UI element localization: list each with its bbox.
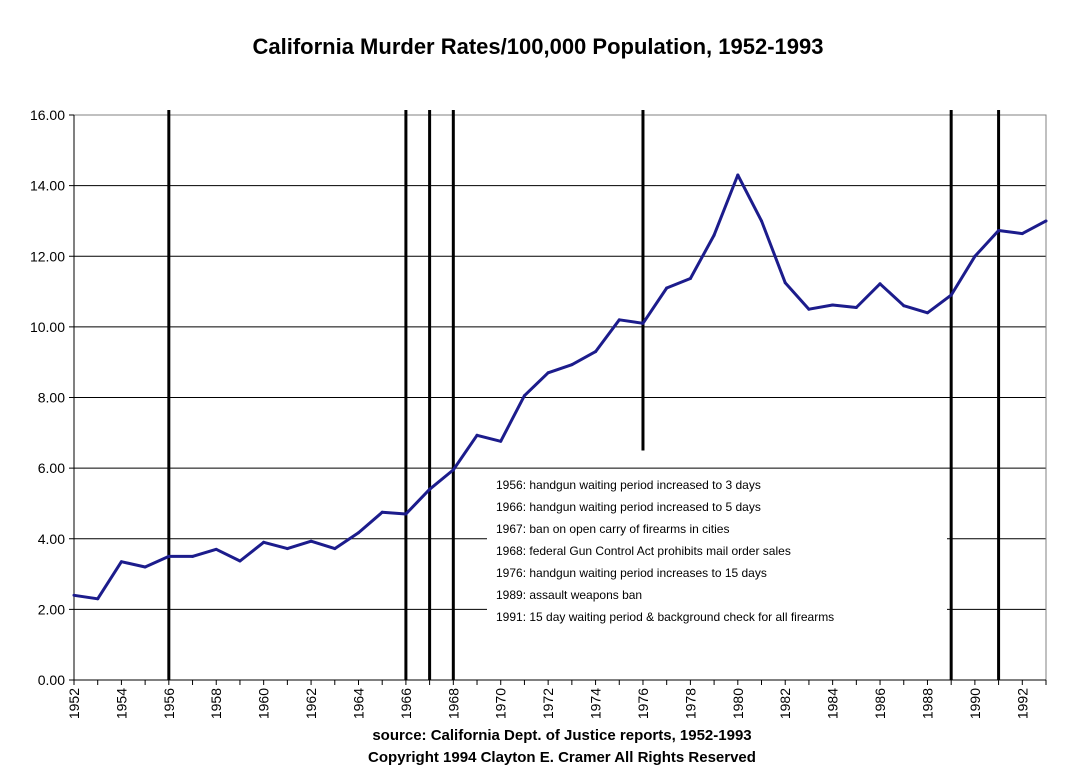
series-line bbox=[73, 173, 1047, 601]
x-tick-label: 1952 bbox=[66, 688, 82, 719]
x-tick-label: 1964 bbox=[350, 688, 366, 719]
x-tick-label: 1968 bbox=[445, 688, 461, 719]
data-point bbox=[428, 487, 432, 491]
x-tick-label: 1962 bbox=[303, 688, 319, 719]
data-point bbox=[546, 371, 550, 375]
data-point bbox=[949, 293, 953, 297]
y-tick-label: 0.00 bbox=[38, 672, 65, 688]
y-tick-label: 4.00 bbox=[38, 531, 65, 547]
y-tick-label: 8.00 bbox=[38, 390, 65, 406]
data-point bbox=[96, 597, 100, 601]
x-tick-label: 1978 bbox=[682, 688, 698, 719]
data-point bbox=[925, 311, 929, 315]
data-point bbox=[143, 565, 147, 569]
data-point bbox=[119, 560, 123, 564]
data-point bbox=[783, 281, 787, 285]
data-point bbox=[404, 512, 408, 516]
legend-entry: 1968: federal Gun Control Act prohibits … bbox=[496, 544, 791, 558]
x-tick-label: 1986 bbox=[872, 688, 888, 719]
series-layer bbox=[72, 173, 1048, 601]
legend-entry: 1967: ban on open carry of firearms in c… bbox=[496, 522, 729, 536]
legend-entry: 1966: handgun waiting period increased t… bbox=[496, 500, 761, 514]
data-point bbox=[570, 363, 574, 367]
x-tick-label: 1980 bbox=[730, 688, 746, 719]
legend-entry: 1989: assault weapons ban bbox=[496, 588, 642, 602]
data-point bbox=[285, 547, 289, 551]
x-tick-label: 1992 bbox=[1014, 688, 1030, 719]
x-tick-label: 1960 bbox=[256, 688, 272, 719]
y-axis: 0.00 2.00 4.00 6.00 8.00 10.00 12.00 14.00 16.00 bbox=[30, 107, 75, 688]
data-point bbox=[973, 254, 977, 258]
data-point bbox=[72, 593, 76, 597]
data-point bbox=[594, 350, 598, 354]
x-tick-label: 1988 bbox=[919, 688, 935, 719]
x-tick-label: 1976 bbox=[635, 688, 651, 719]
y-tick-label: 2.00 bbox=[38, 601, 65, 617]
x-tick-label: 1972 bbox=[540, 688, 556, 719]
data-point bbox=[380, 510, 384, 514]
data-point bbox=[167, 554, 171, 558]
data-point bbox=[262, 540, 266, 544]
data-point bbox=[854, 305, 858, 309]
event-lines bbox=[167, 110, 1001, 680]
data-point bbox=[1020, 232, 1024, 236]
data-point bbox=[475, 433, 479, 437]
legend-entry: 1991: 15 day waiting period & background… bbox=[496, 610, 834, 624]
legend: 1956: handgun waiting period increased t… bbox=[487, 470, 947, 632]
data-point bbox=[191, 554, 195, 558]
data-point bbox=[214, 547, 218, 551]
data-point bbox=[617, 318, 621, 322]
data-point bbox=[238, 559, 242, 563]
x-tick-label: 1966 bbox=[398, 688, 414, 719]
data-point bbox=[878, 282, 882, 286]
legend-entry: 1976: handgun waiting period increases t… bbox=[496, 566, 767, 580]
data-point bbox=[356, 531, 360, 535]
data-point bbox=[712, 233, 716, 237]
data-point bbox=[641, 321, 645, 325]
x-tick-label: 1990 bbox=[967, 688, 983, 719]
gridlines bbox=[74, 185, 1046, 610]
y-tick-label: 16.00 bbox=[30, 107, 65, 123]
x-tick-label: 1958 bbox=[208, 688, 224, 719]
y-tick-label: 6.00 bbox=[38, 460, 65, 476]
data-point bbox=[736, 173, 740, 177]
x-tick-label: 1982 bbox=[777, 688, 793, 719]
y-tick-label: 10.00 bbox=[30, 319, 65, 335]
data-point bbox=[665, 286, 669, 290]
data-point bbox=[1044, 219, 1048, 223]
y-tick-label: 14.00 bbox=[30, 178, 65, 194]
data-point bbox=[902, 304, 906, 308]
y-tick-label: 12.00 bbox=[30, 248, 65, 264]
x-tick-label: 1954 bbox=[113, 688, 129, 719]
x-tick-label: 1984 bbox=[825, 688, 841, 719]
x-tick-label: 1974 bbox=[588, 688, 604, 719]
data-point bbox=[499, 439, 503, 443]
data-point bbox=[522, 394, 526, 398]
data-point bbox=[451, 468, 455, 472]
data-point bbox=[831, 303, 835, 307]
x-tick-label: 1970 bbox=[493, 688, 509, 719]
data-point bbox=[760, 219, 764, 223]
legend-box bbox=[487, 470, 947, 632]
data-point bbox=[997, 228, 1001, 232]
data-point bbox=[807, 307, 811, 311]
copyright-note: Copyright 1994 Clayton E. Cramer All Rig… bbox=[368, 749, 756, 766]
x-tick-label: 1956 bbox=[161, 688, 177, 719]
data-point bbox=[309, 539, 313, 543]
legend-entry: 1956: handgun waiting period increased t… bbox=[496, 478, 761, 492]
source-note: source: California Dept. of Justice repo… bbox=[372, 727, 751, 744]
chart-title: California Murder Rates/100,000 Populati… bbox=[252, 34, 823, 59]
x-axis: 1952 1954 1956 1958 1960 1962 1964 1966 1968 1970… bbox=[66, 679, 1047, 719]
data-point bbox=[333, 547, 337, 551]
data-point bbox=[688, 276, 692, 280]
